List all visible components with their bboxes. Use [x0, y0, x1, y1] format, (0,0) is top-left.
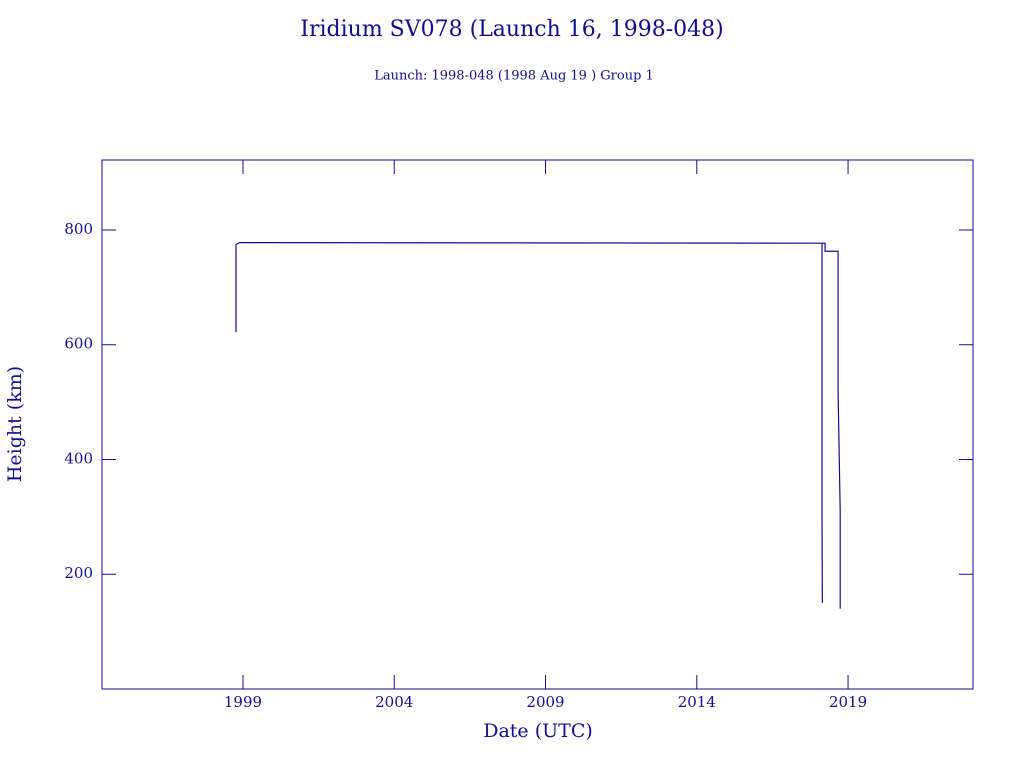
x-tick-label: 2019	[829, 693, 867, 711]
y-tick-label: 200	[64, 564, 93, 582]
x-tick-label: 2009	[526, 693, 564, 711]
y-axis-label: Height (km)	[4, 366, 26, 482]
x-axis-label: Date (UTC)	[483, 720, 593, 742]
chart-title: Iridium SV078 (Launch 16, 1998-048)	[300, 17, 723, 42]
y-tick-label: 600	[64, 335, 93, 353]
data-line	[235, 242, 841, 609]
y-tick-label: 800	[64, 220, 93, 238]
plot-frame	[101, 159, 974, 690]
x-tick-label: 2014	[678, 693, 716, 711]
y-tick-label: 400	[64, 449, 93, 467]
x-tick-label: 1999	[224, 693, 262, 711]
chart-subtitle: Launch: 1998-048 (1998 Aug 19 ) Group 1	[374, 69, 654, 84]
x-tick-label: 2004	[375, 693, 413, 711]
